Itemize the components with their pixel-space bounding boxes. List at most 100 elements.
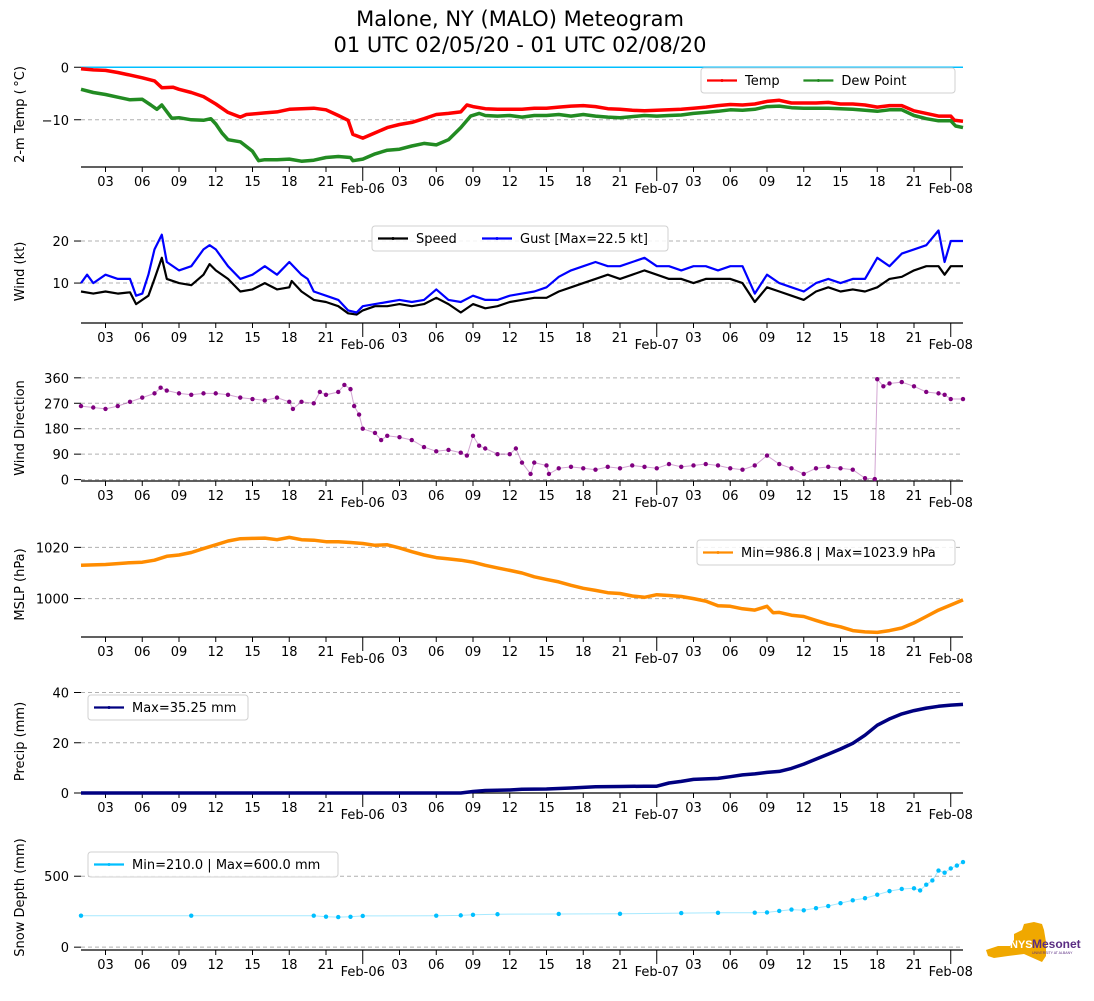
x-tick-label: 18	[869, 489, 886, 504]
data-point	[470, 912, 476, 918]
data-point	[140, 395, 145, 400]
data-point	[715, 463, 721, 468]
x-tick-label: 18	[869, 801, 886, 816]
data-point	[507, 451, 512, 457]
data-point	[801, 908, 806, 913]
x-tick-label: 06	[722, 175, 739, 190]
x-tick-label: 06	[722, 331, 739, 346]
y-tick-label: 500	[44, 870, 69, 885]
series-line-wind_direction	[80, 377, 963, 480]
x-tick-label: 06	[722, 958, 739, 973]
data-point	[942, 392, 947, 397]
data-point	[813, 466, 819, 471]
data-point	[360, 913, 365, 919]
x-tick-label: 12	[795, 489, 812, 504]
x-tick-label: 21	[318, 801, 335, 816]
x-tick-label: 15	[538, 489, 555, 504]
y-axis-label: Snow Depth (mm)	[13, 838, 28, 956]
x-tick-label: 15	[244, 645, 261, 660]
x-tick-label: 18	[869, 175, 886, 190]
x-tick-label: 09	[171, 175, 188, 190]
x-tick-label: 09	[465, 489, 482, 504]
x-tick-label-date: Feb-06	[341, 652, 385, 667]
logo-nys-text: NYS	[1010, 939, 1033, 951]
x-tick-label: 12	[795, 801, 812, 816]
data-point	[78, 913, 84, 918]
data-point	[225, 392, 231, 397]
legend-label: Max=35.25 mm	[132, 701, 236, 716]
data-point	[544, 463, 549, 468]
x-tick-label: 12	[207, 489, 224, 504]
data-point	[862, 475, 868, 481]
x-tick-label-date: Feb-07	[635, 652, 679, 667]
x-tick-label: 21	[612, 331, 629, 346]
data-point	[666, 461, 672, 467]
x-tick-label: 06	[722, 489, 739, 504]
x-tick-label: 21	[612, 489, 629, 504]
data-point	[568, 464, 574, 470]
data-point	[464, 453, 470, 458]
panel-mslp: 1000 1020 MSLP (hPa) 03 06 09 12 15 18 21 Feb-06 03…	[13, 535, 973, 667]
x-tick-label: 12	[501, 331, 518, 346]
x-tick-label: 06	[134, 645, 151, 660]
data-point	[679, 464, 684, 470]
x-tick-label: 18	[869, 645, 886, 660]
x-tick-label-date: Feb-07	[635, 496, 679, 511]
data-point	[250, 396, 255, 402]
x-tick-label: 06	[722, 801, 739, 816]
x-tick-label: 12	[795, 331, 812, 346]
legend-label: Gust [Max=22.5 kt]	[520, 232, 648, 247]
data-point	[78, 403, 84, 409]
legend-label: Dew Point	[841, 74, 906, 89]
y-tick-label: 0	[61, 787, 69, 802]
data-point	[875, 892, 880, 897]
data-point	[421, 444, 427, 450]
y-tick-label: −10	[42, 114, 69, 129]
panel-precip: 0 20 40 Precip (mm) 03 06 09 12 15 18 21 Feb-06 03 06…	[13, 687, 973, 823]
x-tick-label: 06	[722, 645, 739, 660]
data-point	[881, 384, 886, 389]
legend-marker	[816, 79, 820, 82]
data-point	[360, 426, 365, 431]
x-tick-label: 06	[134, 331, 151, 346]
x-tick-label: 03	[685, 958, 702, 973]
data-point	[789, 466, 794, 471]
x-tick-label: 09	[759, 489, 776, 504]
x-tick-label: 18	[575, 645, 592, 660]
data-point	[911, 886, 917, 891]
x-tick-label: 21	[318, 175, 335, 190]
x-tick-label: 15	[832, 489, 849, 504]
data-point	[348, 914, 353, 919]
x-tick-label: 09	[465, 801, 482, 816]
x-tick-label: 03	[685, 645, 702, 660]
data-point	[917, 888, 923, 893]
data-point	[850, 898, 855, 903]
x-tick-label: 12	[795, 175, 812, 190]
data-point	[654, 466, 659, 471]
data-point	[458, 450, 463, 455]
data-point	[378, 437, 384, 443]
x-tick-label: 03	[97, 645, 114, 660]
y-tick-label: 1020	[36, 541, 69, 556]
x-tick-label-date: Feb-06	[341, 808, 385, 823]
legend-box	[87, 694, 249, 721]
series-line-max-35-25-mm	[81, 702, 964, 795]
x-tick-label: 21	[906, 801, 923, 816]
data-point	[356, 412, 362, 417]
data-point	[752, 463, 757, 468]
data-point	[777, 908, 782, 914]
data-point	[581, 466, 586, 471]
legend: Temp Dew Point	[700, 67, 956, 94]
x-tick-label: 03	[685, 175, 702, 190]
x-tick-label-date: Feb-08	[929, 965, 973, 980]
data-point	[936, 391, 941, 396]
x-tick-label: 18	[281, 645, 298, 660]
x-tick-label-date: Feb-08	[929, 182, 973, 197]
data-point	[470, 433, 476, 438]
legend-label: Min=210.0 | Max=600.0 mm	[132, 858, 320, 873]
x-tick-label: 18	[575, 489, 592, 504]
x-tick-label: 15	[832, 645, 849, 660]
data-point	[397, 434, 402, 440]
data-point	[872, 476, 877, 482]
